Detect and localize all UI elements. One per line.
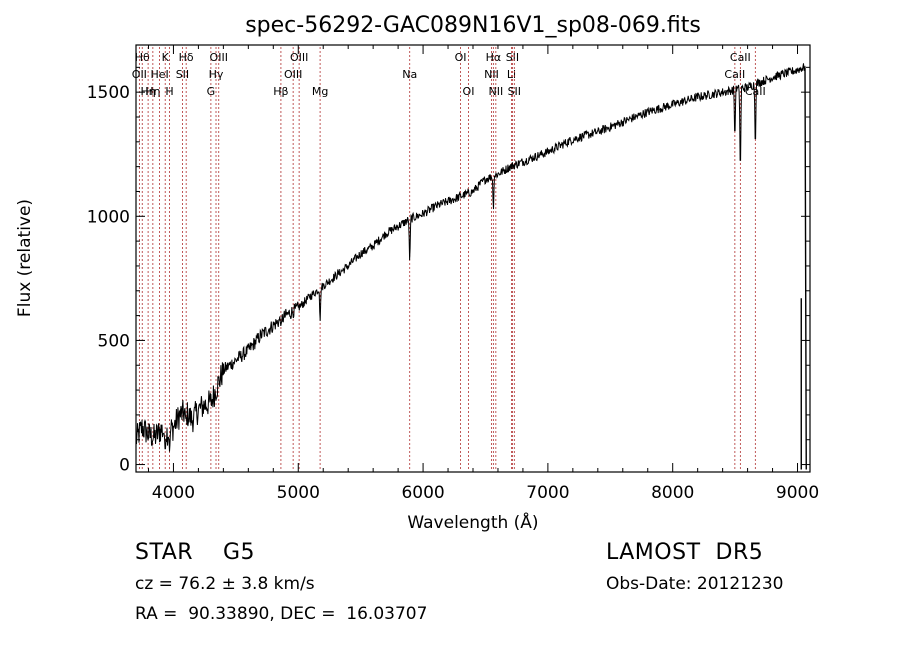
line-marker-label: OIII <box>290 51 308 64</box>
line-marker-label: Na <box>402 68 417 81</box>
line-marker-label: Hη <box>140 85 155 98</box>
line-marker-label: Mg <box>312 85 328 98</box>
line-marker-label: SII <box>506 51 519 64</box>
line-marker-label: OIII <box>210 51 228 64</box>
line-marker-label: OI <box>463 85 475 98</box>
line-marker-label: HeI <box>150 68 168 81</box>
coordinates: RA = 90.33890, DEC = 16.03707 <box>135 604 428 624</box>
x-tick-label: 4000 <box>152 483 195 503</box>
line-marker-label: Hα <box>486 51 502 64</box>
line-marker-label: CaII <box>724 68 745 81</box>
line-marker-label: Hγ <box>209 68 224 81</box>
line-marker-label: CaII <box>730 51 751 64</box>
line-marker-label: CaII <box>745 85 766 98</box>
line-markers: HθOIIHηHηHeIKHSIIHδGHγOIIIHβOIIIOIIIMgNa… <box>132 47 766 471</box>
chart-title: spec-56292-GAC089N16V1_sp08-069.fits <box>245 13 701 38</box>
y-tick-label: 500 <box>98 331 130 351</box>
x-tick-label: 6000 <box>401 483 444 503</box>
x-tick-label: 7000 <box>526 483 569 503</box>
line-marker-label: K <box>162 51 170 64</box>
y-tick-label: 0 <box>119 456 130 476</box>
y-tick-label: 1000 <box>87 207 130 227</box>
spectrum-line <box>135 63 806 452</box>
series-layer <box>135 63 807 470</box>
line-marker-label: H <box>165 85 173 98</box>
line-marker-label: G <box>207 85 216 98</box>
line-marker-label: OIII <box>284 68 302 81</box>
line-marker-label: Hδ <box>179 51 194 64</box>
line-marker-label: Hθ <box>135 51 150 64</box>
line-marker-label: OI <box>455 51 467 64</box>
plot-frame <box>135 44 811 473</box>
survey-name: LAMOST DR5 <box>606 540 764 565</box>
x-tick-label: 8000 <box>651 483 694 503</box>
line-marker-label: SII <box>508 85 521 98</box>
line-marker-label: NII <box>488 85 503 98</box>
line-marker-label: Hβ <box>273 85 288 98</box>
line-marker-label: OII <box>132 68 147 81</box>
line-marker-label: NII <box>484 68 499 81</box>
obs-date: Obs-Date: 20121230 <box>606 574 784 594</box>
line-marker-label: Li <box>507 68 516 81</box>
axes: 4000 5000 6000 7000 8000 9000 0 500 1000 1500 <box>87 45 819 503</box>
line-marker-label: SII <box>176 68 189 81</box>
x-tick-label: 5000 <box>277 483 320 503</box>
y-tick-label: 1500 <box>87 83 130 103</box>
x-axis-label: Wavelength (Å) <box>407 511 538 533</box>
line-marker-label: Hη <box>145 85 160 98</box>
x-tick-label: 9000 <box>776 483 819 503</box>
spectrum-edge <box>800 67 807 470</box>
object-class: STAR G5 <box>135 540 256 565</box>
y-axis-label: Flux (relative) <box>15 199 35 317</box>
redshift-readout: cz = 76.2 ± 3.8 km/s <box>135 574 315 594</box>
